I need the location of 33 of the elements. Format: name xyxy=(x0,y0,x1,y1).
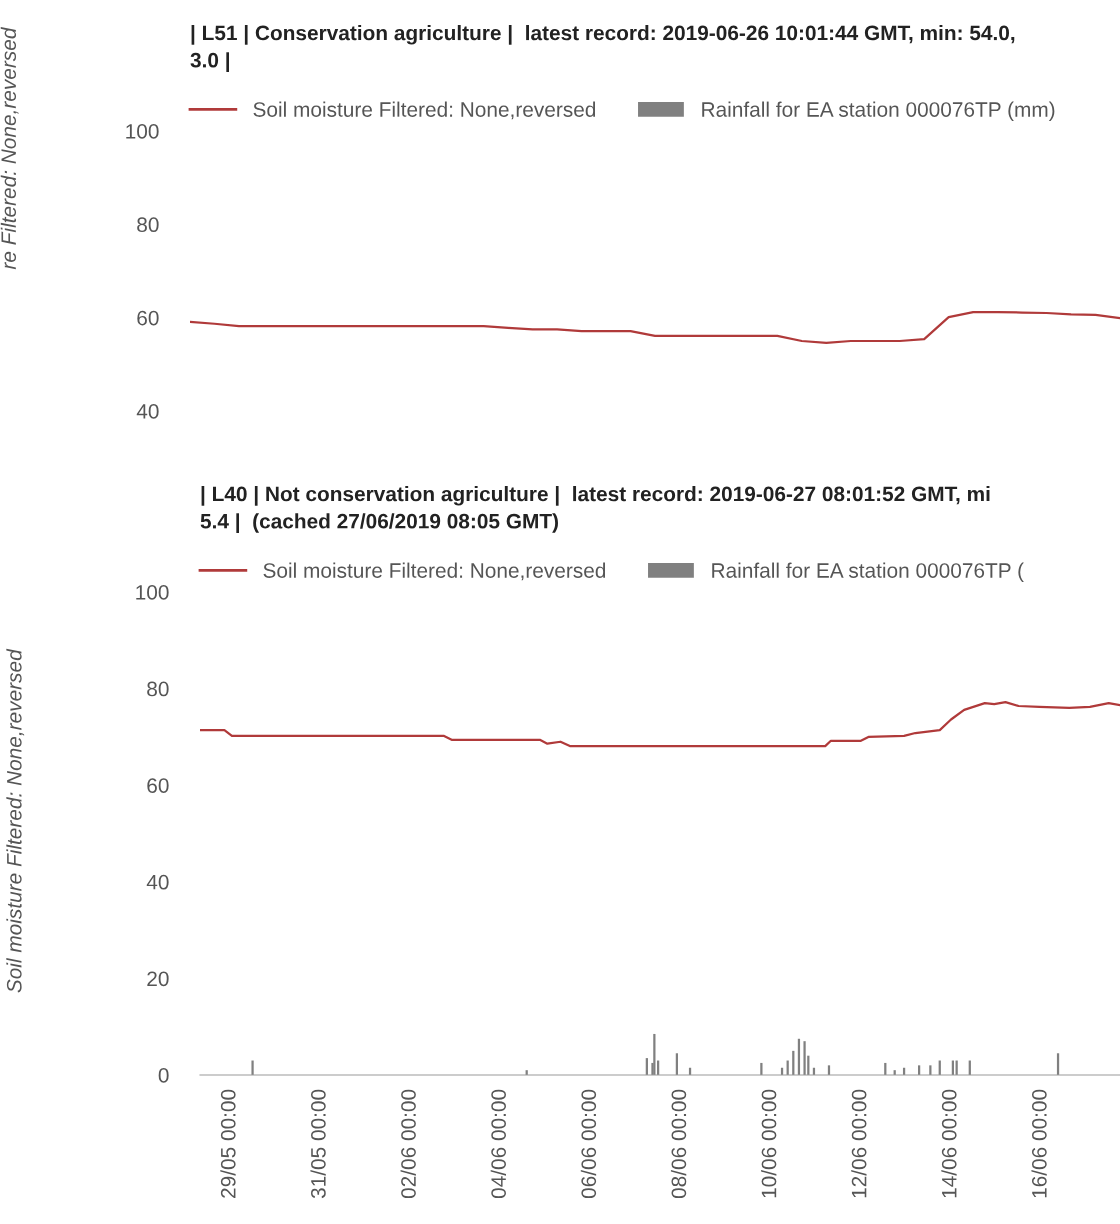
legend-label: Soil moisture Filtered: None,reversed xyxy=(263,562,606,581)
x-tick-label: 08/06 00:00 xyxy=(670,1089,687,1199)
x-tick-label: 14/06 00:00 xyxy=(941,1089,957,1198)
y-tick-label: 20 xyxy=(147,971,169,987)
legend-label: Soil moisture Filtered: None,reversed xyxy=(253,101,596,120)
x-tick-label: 12/06 00:00 xyxy=(851,1089,867,1198)
line-series xyxy=(200,701,1120,748)
bar xyxy=(803,1041,806,1075)
chart-title: | L40 | Not conservation agriculture | latest record: 2019-06-27 08:01:52 GMT, mi 5.4 | (cached 27/06/2019 08:05 GMT) xyxy=(200,486,990,533)
y-tick-label: 40 xyxy=(136,404,159,419)
legend-label: Rainfall for EA station 000076TP ( xyxy=(712,562,1024,582)
x-tick-label: 04/06 00:00 xyxy=(490,1089,506,1199)
bar xyxy=(251,1060,254,1075)
legend-label: Rainfall for EA station 000076TP (mm) xyxy=(702,101,1055,121)
x-tick-label: 16/06 00:00 xyxy=(1031,1089,1047,1198)
y-tick-label: 40 xyxy=(146,874,169,890)
y-axis-title: re Filtered: None,reversed xyxy=(0,27,19,270)
x-tick-label: 10/06 00:00 xyxy=(761,1089,777,1198)
line-series xyxy=(190,310,1120,344)
y-tick-label: 100 xyxy=(136,585,169,600)
y-axis-title: Soil moisture Filtered: None,reversed xyxy=(6,648,25,993)
y-tick-label: 100 xyxy=(126,124,159,139)
y-tick-label: 60 xyxy=(147,778,169,793)
y-tick-label: 0 xyxy=(158,1068,169,1083)
x-tick-label: 31/05 00:00 xyxy=(310,1089,326,1199)
x-tick-label: 02/06 00:00 xyxy=(400,1089,416,1199)
x-tick-label: 06/06 00:00 xyxy=(580,1089,597,1199)
chart-title: | L51 | Conservation agriculture | latest record: 2019-06-26 10:01:44 GMT, min: 54.0, 3.0 | xyxy=(190,25,1015,72)
x-tick-label: 29/05 00:00 xyxy=(220,1089,236,1198)
bar xyxy=(760,1062,763,1075)
y-tick-label: 60 xyxy=(137,310,159,326)
y-tick-label: 80 xyxy=(137,217,159,233)
y-tick-label: 80 xyxy=(147,681,169,697)
